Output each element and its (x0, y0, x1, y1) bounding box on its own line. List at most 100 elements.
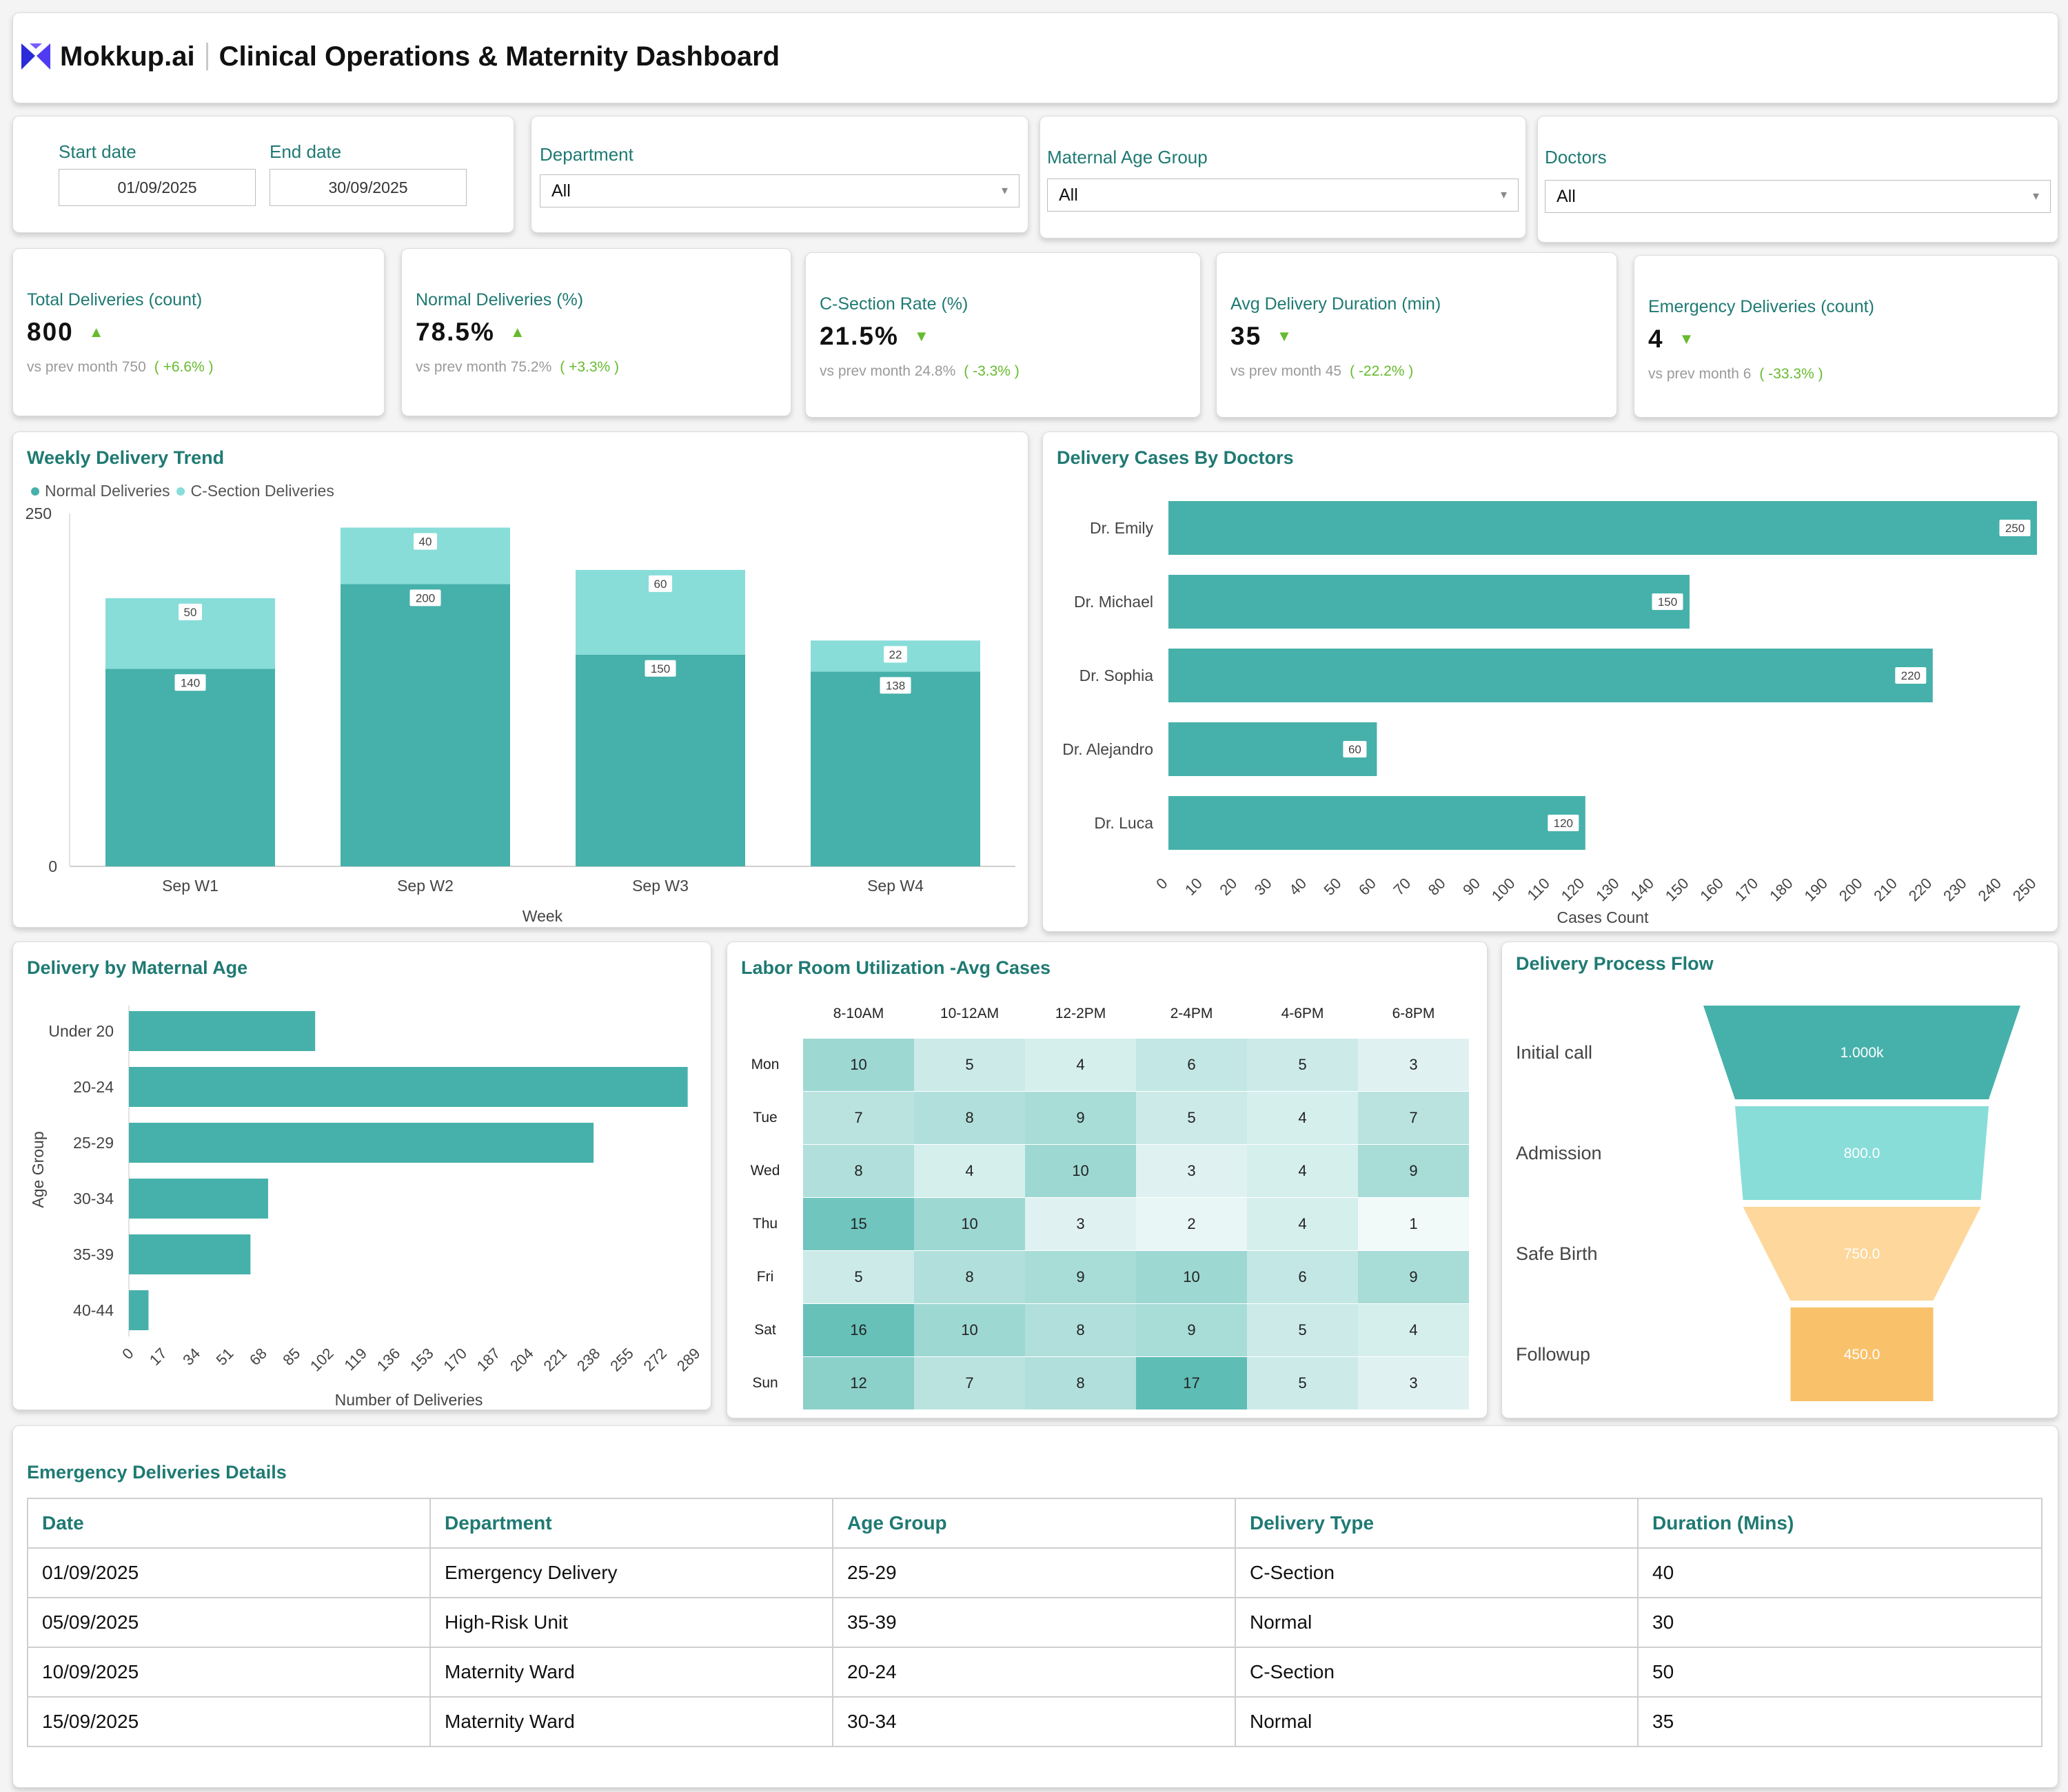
heatmap-cell[interactable]: 5 (1247, 1039, 1358, 1091)
heatmap-cell[interactable]: 8 (803, 1145, 914, 1197)
heatmap-cell[interactable]: 9 (1025, 1092, 1136, 1144)
x-tick-label: 0 (119, 1345, 136, 1363)
table-row[interactable]: 01/09/2025 Emergency Delivery 25-29 C-Secti… (27, 1547, 2042, 1598)
heatmap-cell[interactable]: 4 (1025, 1039, 1136, 1091)
start-date-input[interactable]: 01/09/2025 (59, 169, 256, 206)
x-tick-label: 110 (1523, 875, 1552, 904)
kpi-prev-value: vs prev month 75.2% (416, 359, 552, 375)
bar-normal[interactable] (341, 584, 510, 866)
heatmap-cell[interactable]: 10 (1136, 1251, 1247, 1303)
data-label: 250 (2005, 522, 2025, 535)
kpi-comparison: vs prev month 750 ( +6.6% ) (27, 359, 214, 376)
heatmap-cell[interactable]: 8 (914, 1251, 1025, 1303)
heatmap-cell[interactable]: 8 (914, 1092, 1025, 1144)
funnel-stage[interactable] (1790, 1307, 1934, 1401)
heatmap-cell[interactable]: 9 (1358, 1251, 1469, 1303)
x-tick-label: 17 (146, 1345, 170, 1369)
column-header-age-group[interactable]: Age Group (832, 1498, 1236, 1549)
trend-down-icon: ▼ (913, 327, 929, 345)
funnel-stage-label: Admission (1516, 1143, 1602, 1163)
x-tick-label: 10 (1182, 875, 1206, 899)
funnel-stage[interactable] (1703, 1006, 2020, 1099)
heatmap-cell[interactable]: 4 (1247, 1092, 1358, 1144)
funnel-stage[interactable] (1743, 1207, 1981, 1301)
heatmap-cell[interactable]: 5 (914, 1039, 1025, 1091)
department-label: Department (540, 144, 633, 165)
heatmap-cell[interactable]: 7 (914, 1357, 1025, 1409)
heatmap-cell[interactable]: 8 (1025, 1304, 1136, 1356)
data-label-normal-bg (174, 674, 206, 691)
data-label: 220 (1901, 669, 1920, 682)
heatmap-cell[interactable]: 8 (1025, 1357, 1136, 1409)
heatmap-cell[interactable]: 12 (803, 1357, 914, 1409)
heatmap-cell[interactable]: 5 (803, 1251, 914, 1303)
weekly-legend: Normal Deliveries C-Section Deliveries (31, 482, 334, 500)
heatmap-cell[interactable]: 10 (914, 1198, 1025, 1250)
heatmap-cell[interactable]: 5 (1136, 1092, 1247, 1144)
heatmap-cell[interactable]: 6 (1136, 1039, 1247, 1091)
heatmap-cell[interactable]: 4 (1247, 1198, 1358, 1250)
heatmap-cell[interactable]: 9 (1136, 1304, 1247, 1356)
heatmap-cell[interactable]: 7 (1358, 1092, 1469, 1144)
data-label-normal-bg (409, 589, 441, 607)
bar-doctor[interactable] (1168, 649, 1933, 702)
department-select[interactable]: All ▾ (540, 174, 1020, 207)
table-row[interactable]: 10/09/2025 Maternity Ward 20-24 C-Section 50 (27, 1647, 2042, 1698)
end-date-input[interactable]: 30/09/2025 (270, 169, 467, 206)
heatmap-cell[interactable]: 7 (803, 1092, 914, 1144)
heatmap-cell[interactable]: 10 (803, 1039, 914, 1091)
heatmap-cell[interactable]: 5 (1247, 1357, 1358, 1409)
funnel-stage[interactable] (1735, 1106, 1989, 1200)
heatmap-cell[interactable]: 4 (914, 1145, 1025, 1197)
doctors-select[interactable]: All ▾ (1545, 180, 2051, 213)
funnel-stage-label: Initial call (1516, 1042, 1592, 1063)
bar-age-group[interactable] (129, 1123, 594, 1163)
bar-age-group[interactable] (129, 1290, 149, 1330)
heatmap-cell[interactable]: 10 (914, 1304, 1025, 1356)
column-header-duration[interactable]: Duration (Mins) (1637, 1498, 2042, 1549)
heatmap-cell[interactable]: 16 (803, 1304, 914, 1356)
heatmap-cell[interactable]: 9 (1358, 1145, 1469, 1197)
table-cell: 30-34 (832, 1696, 1236, 1747)
heatmap-cell[interactable]: 17 (1136, 1357, 1247, 1409)
bar-doctor[interactable] (1168, 722, 1377, 776)
y-tick-label: Dr. Alejandro (1062, 740, 1153, 758)
heatmap-cell[interactable]: 3 (1136, 1145, 1247, 1197)
bar-age-group[interactable] (129, 1011, 316, 1051)
heatmap-cell[interactable]: 10 (1025, 1145, 1136, 1197)
table-cell: 01/09/2025 (27, 1547, 431, 1598)
data-label-bg (1652, 593, 1683, 610)
bar-age-group[interactable] (129, 1234, 251, 1274)
bar-doctor[interactable] (1168, 575, 1690, 629)
heatmap-cell[interactable]: 3 (1025, 1198, 1136, 1250)
heatmap-row-label: Fri (756, 1269, 774, 1285)
bar-normal[interactable] (105, 669, 275, 866)
heatmap-cell[interactable]: 5 (1247, 1304, 1358, 1356)
bar-doctor[interactable] (1168, 501, 2037, 555)
kpi-delta: ( -33.3% ) (1759, 366, 1823, 382)
heatmap-cell[interactable]: 6 (1247, 1251, 1358, 1303)
column-header-delivery-type[interactable]: Delivery Type (1235, 1498, 1639, 1549)
data-label-csection-bg (414, 533, 437, 550)
heatmap-cell[interactable]: 2 (1136, 1198, 1247, 1250)
heatmap-cell[interactable]: 3 (1358, 1357, 1469, 1409)
logo[interactable]: Mokkup.ai Clinical Operations & Maternit… (20, 41, 780, 72)
x-tick-label: 250 (2009, 875, 2040, 905)
table-row[interactable]: 15/09/2025 Maternity Ward 30-34 Normal 35 (27, 1696, 2042, 1747)
heatmap-cell[interactable]: 1 (1358, 1198, 1469, 1250)
bar-doctor[interactable] (1168, 796, 1585, 850)
bar-age-group[interactable] (129, 1179, 268, 1219)
heatmap-cell[interactable]: 4 (1358, 1304, 1469, 1356)
heatmap-cell[interactable]: 9 (1025, 1251, 1136, 1303)
heatmap-cell[interactable]: 4 (1247, 1145, 1358, 1197)
bar-normal[interactable] (576, 654, 745, 866)
heatmap-cell[interactable]: 15 (803, 1198, 914, 1250)
heatmap-cell[interactable]: 3 (1358, 1039, 1469, 1091)
column-header-department[interactable]: Department (429, 1498, 833, 1549)
column-header-date[interactable]: Date (27, 1498, 431, 1549)
bar-normal[interactable] (811, 671, 980, 866)
bar-age-group[interactable] (129, 1067, 688, 1107)
funnel-stage-label: Safe Birth (1516, 1243, 1598, 1264)
age-group-select[interactable]: All ▾ (1047, 179, 1519, 212)
table-row[interactable]: 05/09/2025 High-Risk Unit 35-39 Normal 30 (27, 1597, 2042, 1648)
